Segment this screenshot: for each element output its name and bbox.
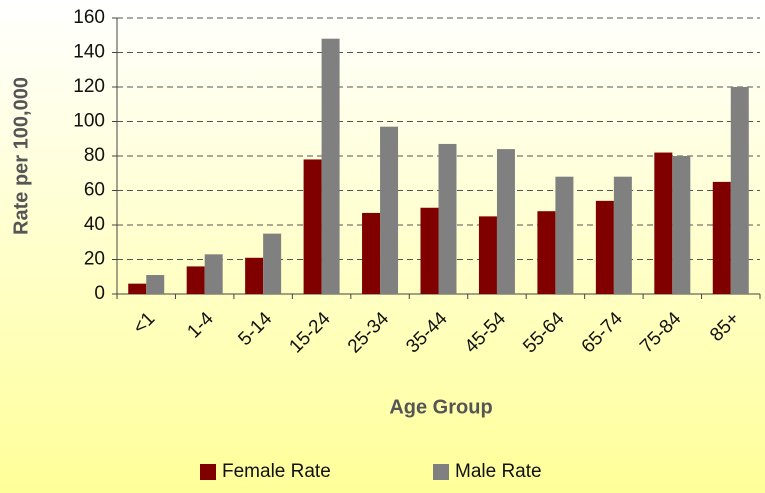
y-tick-label: 120 (73, 76, 105, 97)
bar (245, 257, 264, 294)
bar (420, 207, 439, 294)
bar (263, 233, 282, 294)
bar (303, 159, 322, 294)
bar (362, 212, 381, 294)
bar (321, 38, 340, 295)
x-axis-title: Age Group (389, 396, 492, 418)
bar (186, 266, 205, 294)
y-tick-label: 0 (94, 283, 105, 304)
bar (128, 283, 147, 294)
bar (537, 211, 556, 294)
bar (712, 181, 731, 294)
bar (595, 200, 614, 294)
bar (438, 143, 457, 294)
bar (654, 152, 673, 294)
y-tick-label: 100 (73, 111, 105, 132)
bar (204, 254, 223, 294)
y-tick-label: 20 (84, 249, 105, 270)
y-tick-label: 80 (84, 145, 105, 166)
legend-label: Male Rate (455, 461, 542, 482)
bar (380, 126, 399, 294)
y-axis-title: Rate per 100,000 (10, 77, 32, 235)
bar (478, 216, 497, 294)
legend-label: Female Rate (222, 461, 331, 482)
y-tick-label: 140 (73, 42, 105, 63)
bar (730, 87, 749, 294)
y-tick-label: 60 (84, 180, 105, 201)
bar (555, 176, 574, 294)
bar (613, 176, 632, 294)
bar (146, 275, 165, 294)
y-tick-label: 40 (84, 214, 105, 235)
bar (672, 156, 691, 294)
legend-swatch (200, 464, 216, 480)
bar (496, 149, 515, 294)
legend-swatch (433, 464, 449, 480)
y-tick-label: 160 (73, 7, 105, 28)
